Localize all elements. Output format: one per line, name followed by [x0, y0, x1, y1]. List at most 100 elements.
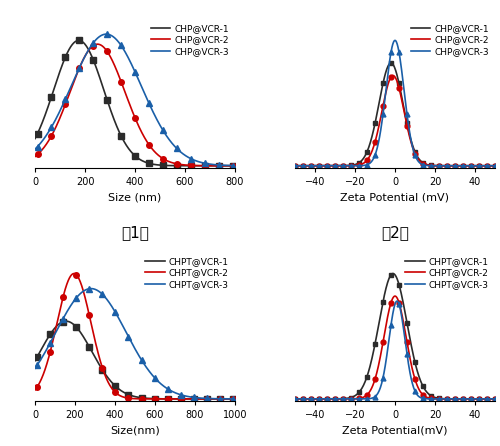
CHP@VCR-1: [400, 104, 406, 109]
Line: CHPT@VCR-1: CHPT@VCR-1: [35, 321, 235, 399]
CHPT@VCR-1: [492, 396, 498, 401]
CHP@VCR-1: [292, 163, 298, 169]
CHP@VCR-3: [388, 49, 394, 54]
CHP@VCR-2: [387, 76, 393, 82]
CHPT@VCR-3: [188, 394, 194, 400]
CHP@VCR-2: [492, 163, 498, 169]
CHPT@VCR-2: [492, 396, 498, 401]
CHPT@VCR-3: [52, 330, 59, 336]
Line: CHP@VCR-3: CHP@VCR-3: [35, 34, 235, 165]
CHP@VCR-1: [412, 148, 418, 153]
Line: CHPT@VCR-1: CHPT@VCR-1: [295, 273, 495, 399]
CHP@VCR-2: [456, 163, 462, 169]
CHP@VCR-2: [412, 149, 418, 155]
CHP@VCR-1: [232, 163, 238, 169]
CHPT@VCR-3: [492, 396, 498, 401]
CHPT@VCR-1: [412, 357, 418, 363]
CHP@VCR-3: [204, 161, 210, 166]
CHPT@VCR-1: [113, 384, 119, 389]
Line: CHPT@VCR-3: CHPT@VCR-3: [35, 289, 235, 399]
CHP@VCR-3: [160, 127, 166, 132]
CHPT@VCR-3: [488, 396, 494, 401]
Line: CHP@VCR-1: CHP@VCR-1: [295, 63, 495, 166]
CHP@VCR-2: [292, 163, 298, 169]
CHPT@VCR-2: [120, 394, 126, 400]
CHP@VCR-1: [32, 136, 38, 141]
CHPT@VCR-1: [387, 274, 393, 279]
CHPT@VCR-1: [52, 325, 59, 330]
CHP@VCR-2: [184, 162, 190, 168]
CHPT@VCR-3: [394, 298, 400, 304]
CHP@VCR-2: [488, 163, 494, 169]
CHPT@VCR-3: [170, 389, 175, 394]
CHPT@VCR-2: [113, 390, 119, 396]
CHPT@VCR-2: [32, 387, 38, 392]
CHPT@VCR-1: [32, 358, 38, 363]
CHP@VCR-2: [160, 156, 166, 161]
CHP@VCR-3: [400, 84, 406, 89]
Text: （1）: （1）: [121, 225, 149, 240]
CHPT@VCR-2: [71, 271, 77, 276]
CHPT@VCR-2: [456, 396, 462, 401]
CHP@VCR-2: [148, 145, 154, 151]
CHP@VCR-2: [44, 140, 51, 145]
CHPT@VCR-1: [188, 396, 194, 401]
CHPT@VCR-2: [192, 396, 198, 401]
CHPT@VCR-2: [488, 396, 494, 401]
CHPT@VCR-3: [32, 366, 38, 371]
CHPT@VCR-2: [387, 304, 393, 309]
Legend: CHPT@VCR-1, CHPT@VCR-2, CHPT@VCR-3: CHPT@VCR-1, CHPT@VCR-2, CHPT@VCR-3: [404, 256, 490, 291]
CHP@VCR-1: [184, 163, 190, 169]
CHP@VCR-2: [204, 163, 210, 169]
X-axis label: Zeta Potential(mV): Zeta Potential(mV): [342, 426, 448, 436]
CHPT@VCR-3: [456, 396, 462, 401]
CHP@VCR-1: [387, 61, 393, 66]
CHPT@VCR-1: [192, 396, 198, 401]
CHP@VCR-2: [390, 73, 396, 78]
CHPT@VCR-2: [412, 375, 418, 380]
CHPT@VCR-3: [120, 324, 126, 330]
CHP@VCR-3: [184, 154, 190, 159]
Line: CHPT@VCR-2: CHPT@VCR-2: [35, 273, 235, 399]
Legend: CHP@VCR-1, CHP@VCR-2, CHP@VCR-3: CHP@VCR-1, CHP@VCR-2, CHP@VCR-3: [149, 22, 230, 58]
Line: CHP@VCR-1: CHP@VCR-1: [35, 41, 235, 166]
CHPT@VCR-1: [390, 271, 396, 276]
CHP@VCR-2: [232, 163, 238, 169]
CHP@VCR-2: [388, 74, 394, 79]
CHP@VCR-3: [104, 32, 110, 37]
CHP@VCR-2: [94, 41, 100, 47]
CHPT@VCR-1: [488, 396, 494, 401]
X-axis label: Zeta Potential (mV): Zeta Potential (mV): [340, 193, 450, 203]
CHP@VCR-3: [488, 163, 494, 169]
CHP@VCR-1: [76, 38, 82, 43]
CHPT@VCR-3: [292, 396, 298, 401]
CHPT@VCR-3: [388, 321, 394, 326]
CHP@VCR-1: [492, 163, 498, 169]
CHP@VCR-1: [456, 163, 462, 169]
Legend: CHPT@VCR-1, CHPT@VCR-2, CHPT@VCR-3: CHPT@VCR-1, CHPT@VCR-2, CHPT@VCR-3: [144, 256, 231, 291]
CHP@VCR-1: [204, 163, 210, 169]
CHPT@VCR-2: [400, 321, 406, 326]
CHP@VCR-3: [44, 131, 51, 136]
CHP@VCR-1: [488, 163, 494, 169]
CHP@VCR-1: [388, 60, 394, 66]
CHP@VCR-1: [44, 106, 51, 112]
CHP@VCR-3: [492, 163, 498, 169]
CHP@VCR-3: [456, 163, 462, 169]
Line: CHPT@VCR-2: CHPT@VCR-2: [295, 296, 495, 399]
CHPT@VCR-3: [232, 396, 238, 401]
CHP@VCR-2: [154, 151, 160, 157]
CHP@VCR-1: [154, 162, 160, 167]
CHP@VCR-3: [392, 38, 398, 43]
CHP@VCR-2: [400, 107, 406, 112]
Text: （2）: （2）: [381, 225, 409, 240]
CHP@VCR-3: [292, 163, 298, 169]
CHP@VCR-1: [148, 161, 154, 167]
Line: CHPT@VCR-3: CHPT@VCR-3: [295, 301, 495, 399]
CHPT@VCR-1: [63, 318, 69, 324]
CHPT@VCR-1: [456, 396, 462, 401]
Legend: CHP@VCR-1, CHP@VCR-2, CHP@VCR-3: CHP@VCR-1, CHP@VCR-2, CHP@VCR-3: [409, 22, 490, 58]
Line: CHP@VCR-2: CHP@VCR-2: [295, 75, 495, 166]
CHPT@VCR-2: [232, 396, 238, 401]
CHP@VCR-3: [412, 151, 418, 156]
